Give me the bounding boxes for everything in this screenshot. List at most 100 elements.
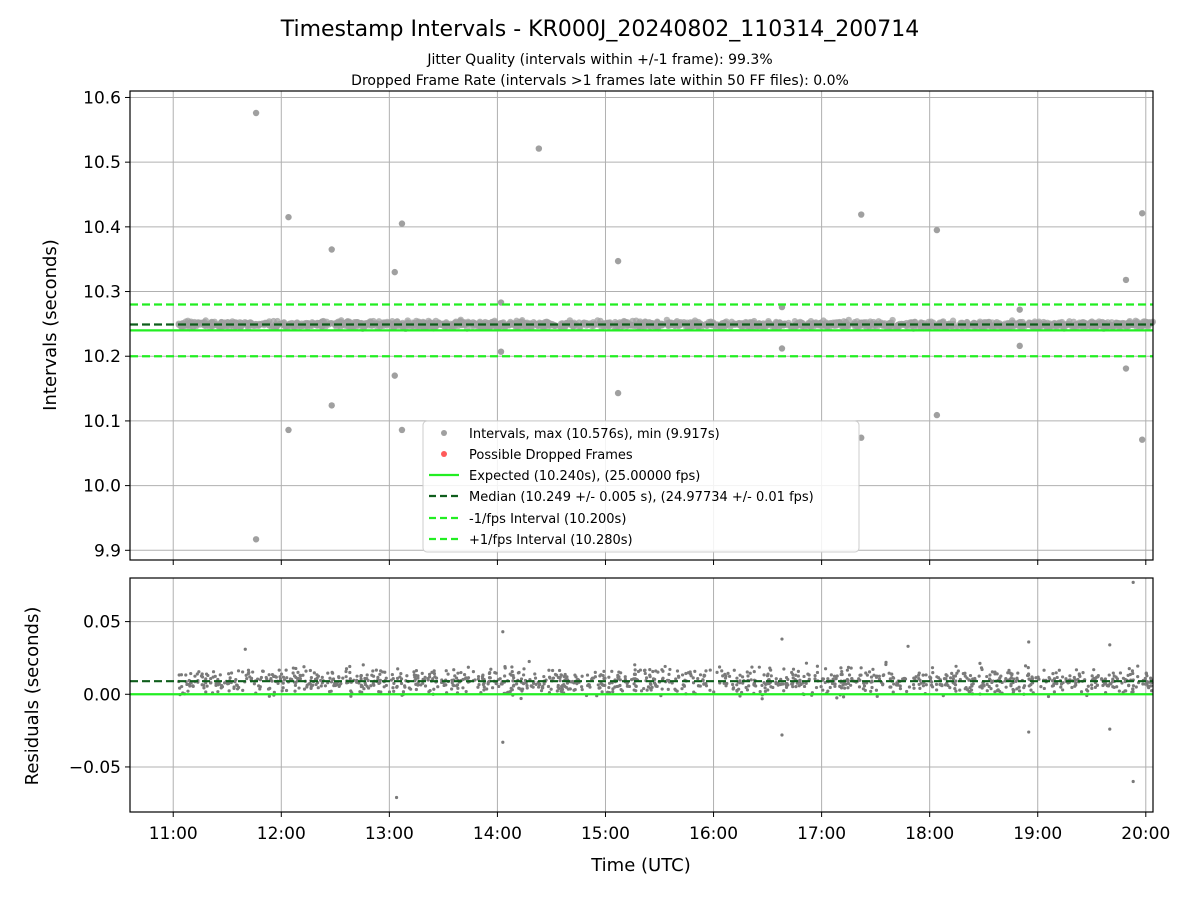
- data-point: [205, 684, 209, 688]
- data-point: [963, 687, 967, 691]
- data-point: [942, 676, 947, 681]
- data-point: [1131, 687, 1135, 691]
- data-point: [558, 679, 562, 683]
- data-point: [333, 681, 337, 685]
- data-point: [267, 694, 271, 698]
- y-tick-label: 0.00: [83, 685, 121, 705]
- data-point: [537, 683, 542, 687]
- data-point: [1130, 669, 1135, 673]
- data-point: [392, 681, 396, 685]
- data-point: [701, 678, 705, 683]
- data-point: [689, 674, 693, 678]
- data-point: [459, 670, 463, 675]
- data-point: [948, 686, 952, 690]
- data-point: [241, 688, 245, 692]
- data-point: [675, 669, 680, 673]
- data-point: [405, 674, 409, 678]
- data-point: [1036, 676, 1040, 681]
- x-tick-label: 15:00: [581, 824, 630, 844]
- data-point: [391, 676, 395, 681]
- data-point: [251, 670, 255, 674]
- data-point: [779, 682, 783, 686]
- y-tick-label: −0.05: [69, 758, 121, 778]
- x-axis-label: Time (UTC): [590, 855, 691, 876]
- data-point: [634, 684, 638, 688]
- data-point: [841, 683, 845, 687]
- x-tick-label: 17:00: [797, 824, 846, 844]
- data-point: [511, 684, 516, 688]
- data-point: [954, 324, 962, 331]
- legend-label-dropped: Possible Dropped Frames: [469, 448, 633, 463]
- data-point: [580, 674, 584, 678]
- data-point: [958, 688, 962, 692]
- data-point: [227, 672, 231, 676]
- data-point: [1118, 671, 1123, 675]
- data-point: [529, 684, 533, 688]
- data-point: [387, 690, 392, 694]
- data-point: [790, 670, 794, 675]
- data-point: [1143, 320, 1150, 328]
- data-point: [256, 677, 260, 681]
- data-point: [1096, 673, 1100, 678]
- data-point: [461, 677, 465, 682]
- chart-subtitle-dropped: Dropped Frame Rate (intervals >1 frames …: [351, 73, 849, 89]
- data-point: [1057, 668, 1061, 672]
- data-point: [476, 677, 480, 681]
- legend-label-plus-fps: +1/fps Interval (10.280s): [469, 533, 633, 548]
- data-point: [349, 694, 353, 698]
- data-point: [277, 668, 281, 672]
- data-point: [686, 671, 690, 675]
- data-point: [948, 676, 953, 680]
- data-point: [563, 672, 567, 677]
- data-point: [179, 673, 184, 677]
- data-point: [409, 687, 413, 691]
- data-point: [556, 683, 560, 688]
- data-point: [490, 686, 495, 690]
- legend-label-median: Median (10.249 +/- 0.005 s), (24.97734 +…: [469, 490, 814, 505]
- data-point: [752, 681, 757, 685]
- data-point: [619, 687, 623, 692]
- data-point: [542, 674, 546, 679]
- chart-title: Timestamp Intervals - KR000J_20240802_11…: [280, 17, 920, 42]
- data-point: [633, 668, 637, 672]
- outlier-point: [252, 536, 260, 543]
- data-point: [235, 683, 239, 687]
- data-point: [684, 671, 688, 676]
- data-point: [598, 674, 602, 678]
- data-point: [935, 675, 939, 679]
- data-point: [363, 676, 367, 681]
- data-point: [1050, 679, 1055, 683]
- data-point: [1009, 676, 1013, 680]
- data-point: [677, 675, 681, 679]
- data-point: [930, 666, 935, 670]
- data-point: [1007, 668, 1011, 672]
- data-point: [333, 324, 340, 331]
- data-point: [1074, 668, 1079, 672]
- data-point: [542, 682, 546, 686]
- data-point: [898, 687, 903, 691]
- data-point: [456, 686, 460, 690]
- data-point: [968, 686, 972, 690]
- data-point: [245, 677, 249, 681]
- data-point: [509, 673, 514, 677]
- data-point: [377, 681, 381, 685]
- data-point: [698, 673, 703, 677]
- data-point: [359, 677, 363, 681]
- data-point: [258, 678, 263, 682]
- data-point: [865, 673, 869, 677]
- data-point: [308, 682, 312, 686]
- data-point: [1136, 675, 1140, 679]
- data-point: [869, 680, 873, 684]
- data-point: [512, 324, 520, 331]
- data-point: [482, 685, 486, 689]
- data-point: [968, 673, 973, 678]
- data-point: [1054, 671, 1058, 675]
- data-point: [348, 670, 352, 675]
- data-point: [919, 681, 923, 685]
- data-point: [344, 667, 349, 671]
- data-point: [797, 684, 801, 688]
- data-point: [1115, 685, 1119, 689]
- data-point: [521, 682, 526, 686]
- data-point: [521, 687, 525, 691]
